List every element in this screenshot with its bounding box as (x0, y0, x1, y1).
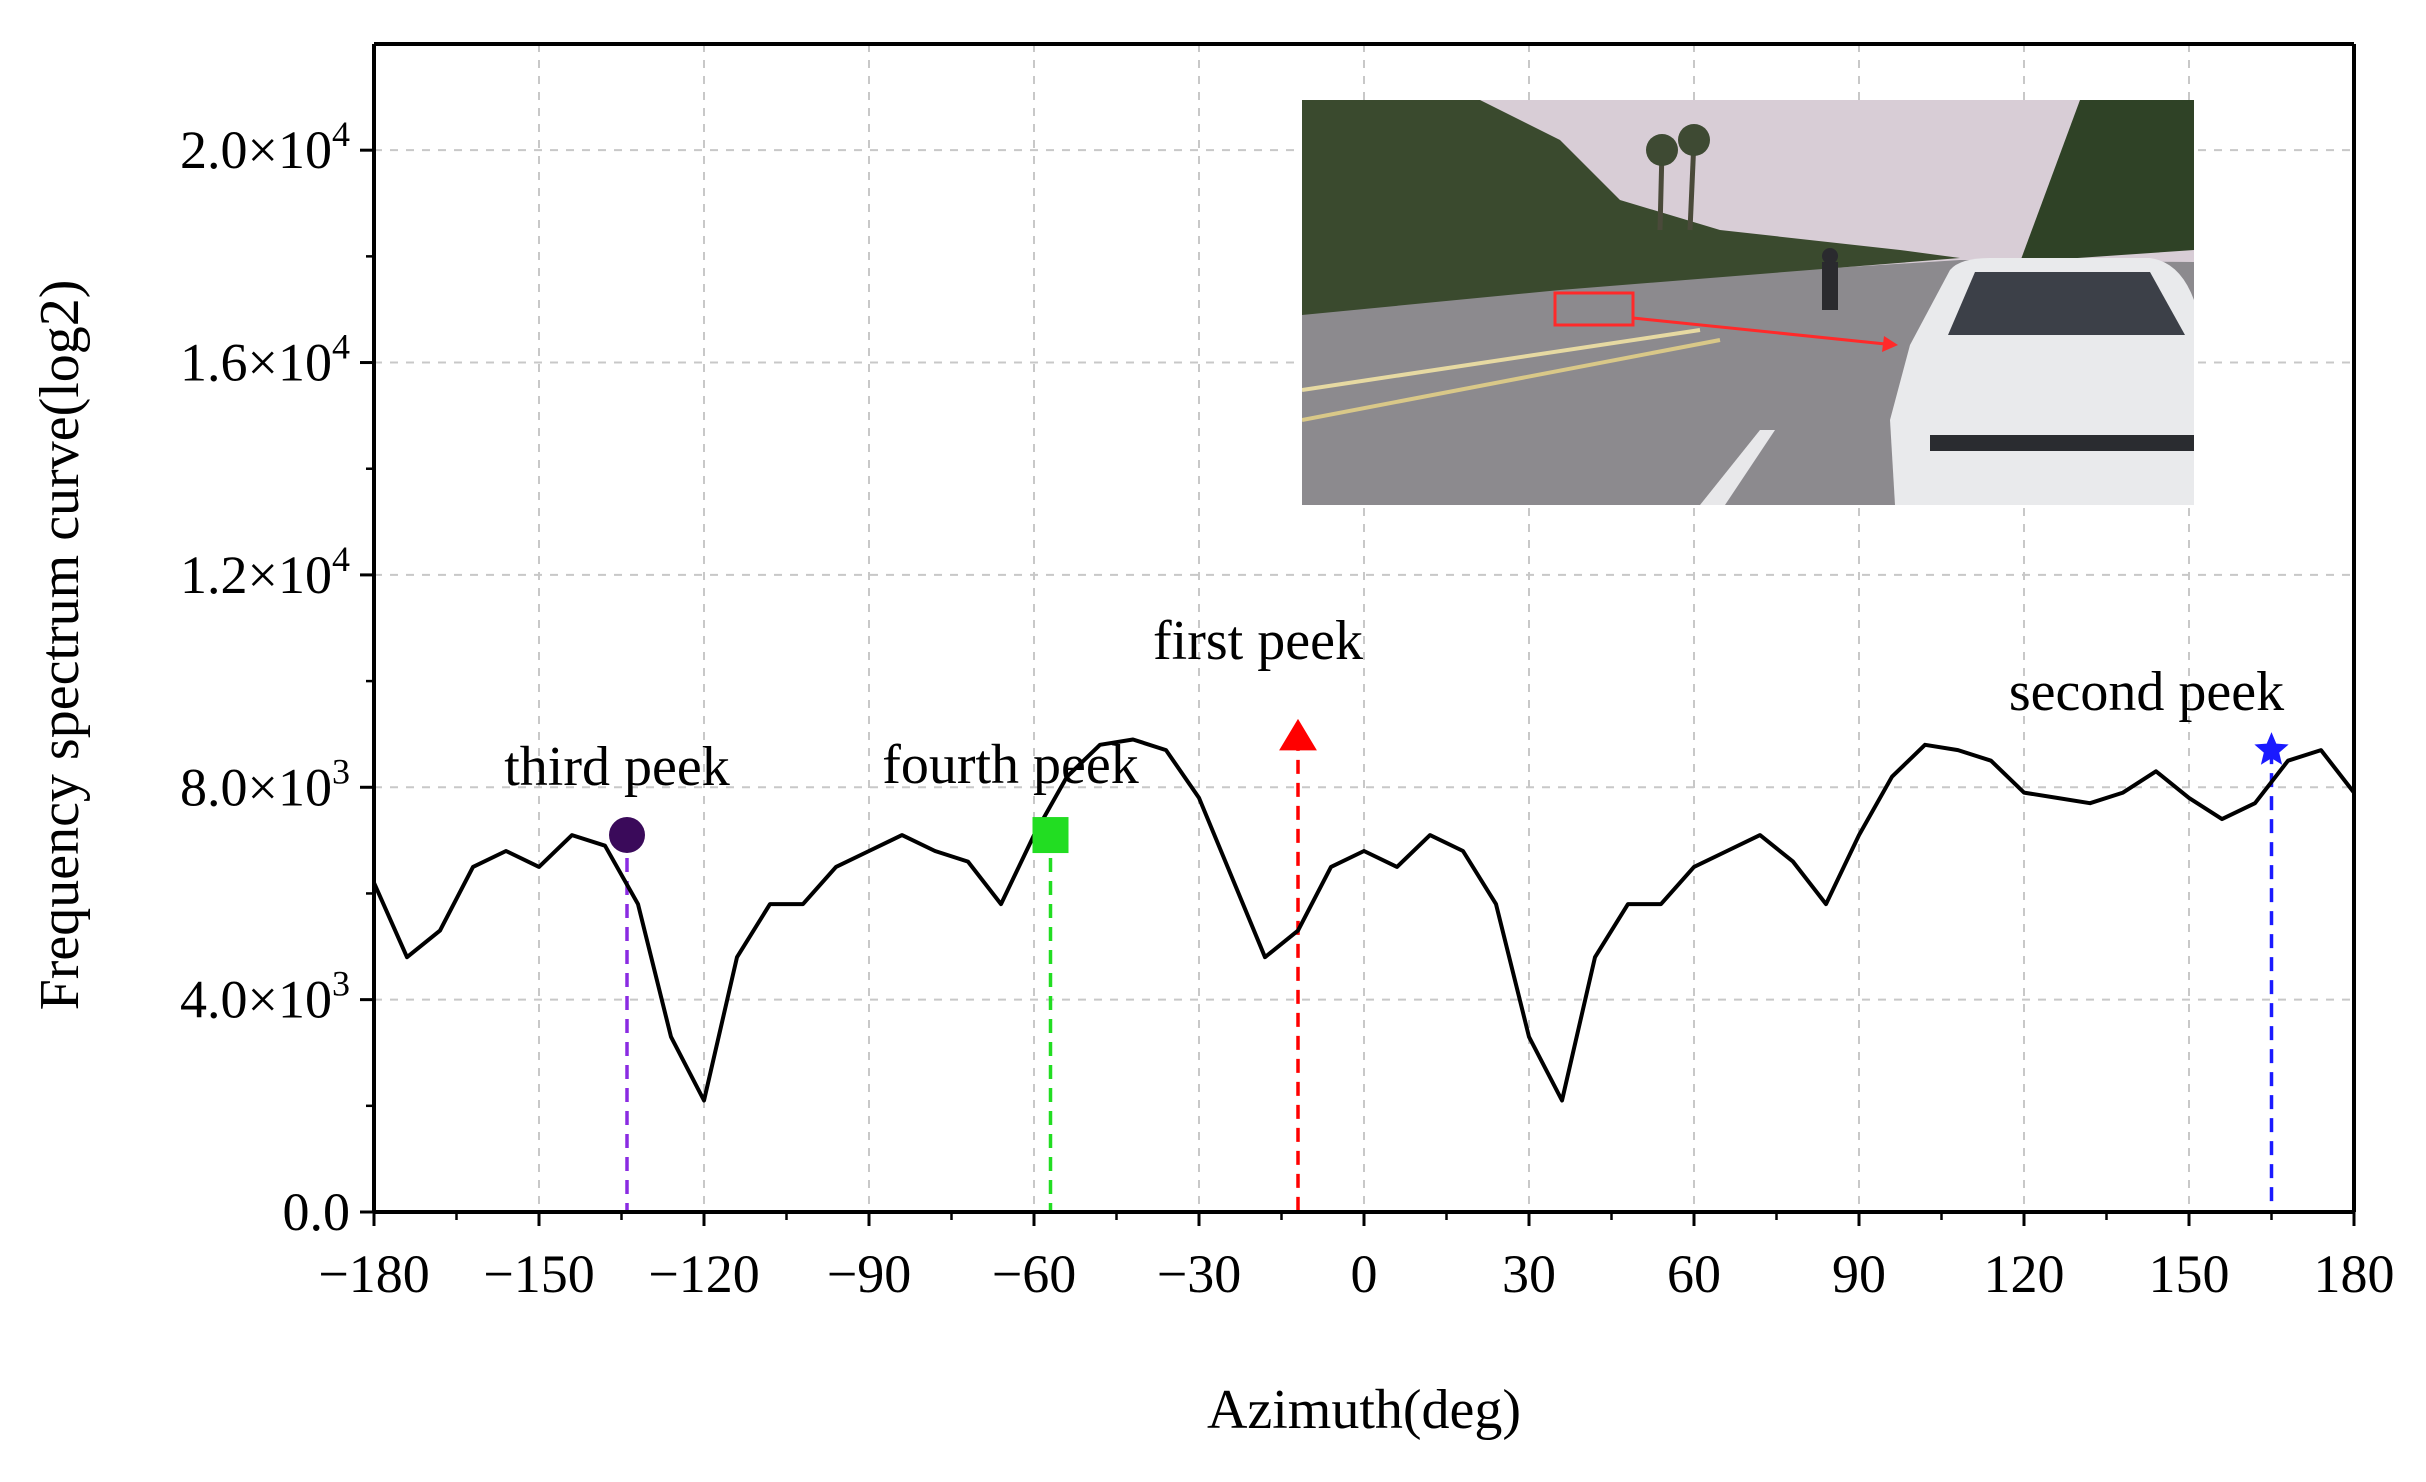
inset-highlight-arrow (1632, 316, 1896, 347)
x-tick-label: 60 (1667, 1244, 1721, 1304)
inset-palm-crown (1646, 134, 1678, 166)
x-tick-label: 90 (1832, 1244, 1886, 1304)
inset-pedestrian (1822, 262, 1838, 310)
x-tick-label: −150 (483, 1244, 594, 1304)
x-tick-label: 150 (2149, 1244, 2230, 1304)
y-tick-label: 1.2×104 (180, 539, 350, 605)
inset-highlight-box (1553, 291, 1635, 327)
x-tick-label: −180 (318, 1244, 429, 1304)
peak-marker-circle (609, 817, 645, 854)
inset-lane-line (1302, 328, 1701, 392)
peak-drop-lines (625, 736, 2274, 1212)
inset-dash (1700, 430, 1775, 505)
x-tick-label: 120 (1984, 1244, 2065, 1304)
y-tick-label: 0.0 (283, 1182, 351, 1242)
x-tick-label: −30 (1157, 1244, 1241, 1304)
peak-label: fourth peek (882, 734, 1139, 796)
x-axis-ticks: −180 −150 −120 −90 −60 −30 0 30 60 90 120 150 180 (318, 1212, 2395, 1304)
y-tick-label: 2.0×104 (180, 114, 350, 180)
inset-trees-right (2020, 100, 2194, 262)
y-tick-label: 1.6×104 (180, 327, 350, 393)
peak-labels: first peek second peek third peek fourth pe… (504, 610, 2284, 798)
x-tick-label: −60 (992, 1244, 1076, 1304)
peak-label: third peek (504, 736, 729, 798)
x-tick-label: 180 (2314, 1244, 2395, 1304)
spectrum-line (372, 737, 2356, 1103)
peak-markers (609, 718, 2289, 854)
x-axis-title: Azimuth(deg) (1207, 1379, 1521, 1441)
inset-trees-left (1302, 100, 1960, 315)
inset-pedestrian-head (1822, 248, 1838, 264)
y-axis-title: Frequency spectrum curve(log2) (29, 280, 91, 1011)
inset-lane-line (1302, 338, 1721, 422)
inset-car-grille (1930, 435, 2194, 451)
x-tick-label: 0 (1351, 1244, 1378, 1304)
peak-marker-star (2254, 732, 2289, 765)
y-tick-label: 8.0×103 (180, 751, 350, 817)
peak-marker-triangle (1279, 718, 1317, 751)
inset-photo (1302, 100, 2194, 505)
x-tick-label: −90 (827, 1244, 911, 1304)
inset-car-windshield (1948, 272, 2185, 335)
y-tick-label: 4.0×103 (180, 964, 350, 1030)
inset-palm-crown (1678, 124, 1710, 156)
x-tick-label: −120 (648, 1244, 759, 1304)
x-tick-label: 30 (1502, 1244, 1556, 1304)
peak-label: second peek (2009, 661, 2284, 723)
peak-label: first peek (1153, 610, 1363, 672)
peak-marker-square (1032, 817, 1069, 854)
inset-arrow-head (1882, 336, 1898, 352)
y-axis-ticks: 0.0 4.0×103 8.0×103 1.2×104 1.6×104 2.0×104 (180, 114, 374, 1242)
